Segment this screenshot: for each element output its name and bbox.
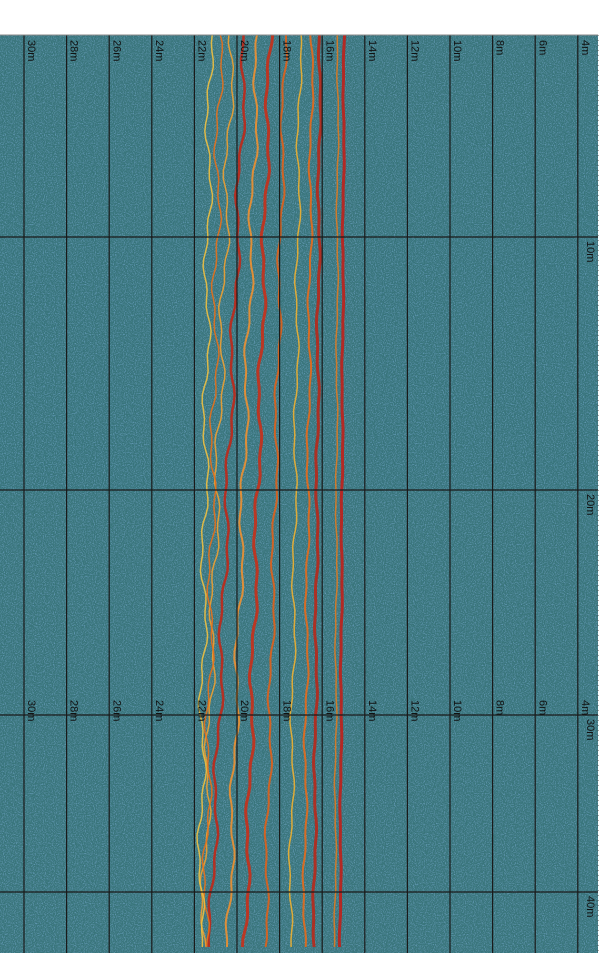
depth-label: 10m — [451, 700, 463, 721]
depth-label: 22m — [195, 40, 207, 61]
depth-label: 30m — [25, 700, 37, 721]
depth-label: 16m — [323, 700, 335, 721]
depth-label: 20m — [238, 40, 250, 61]
depth-label: 28m — [68, 40, 80, 61]
depth-label: 4m — [579, 700, 591, 715]
depth-label: 12m — [408, 40, 420, 61]
depth-label: 26m — [110, 40, 122, 61]
depth-label: 4m — [579, 40, 591, 55]
depth-label: 24m — [153, 700, 165, 721]
depth-label: 18m — [281, 700, 293, 721]
depth-label: 28m — [68, 700, 80, 721]
depth-label: 12m — [408, 700, 420, 721]
reflection — [287, 34, 303, 948]
reflection — [301, 34, 315, 948]
reflection — [337, 34, 347, 948]
depth-label: 30m — [25, 40, 37, 61]
grid: 30m 28m 26m 24m 22m 20m 18m 16m 14m 12m 10m 8m 6m 4m 3… — [0, 35, 598, 953]
depth-label: 6m — [536, 700, 548, 715]
reflection — [333, 35, 340, 948]
depth-label: 6m — [536, 40, 548, 55]
reflection — [196, 34, 215, 948]
reflection — [263, 35, 289, 948]
depth-label: 8m — [494, 700, 506, 715]
distance-label: 20m — [584, 494, 596, 515]
distance-label: 40m — [584, 896, 596, 917]
depth-label: 20m — [238, 700, 250, 721]
distance-label: 30m — [584, 719, 596, 740]
depth-label: 24m — [153, 40, 165, 61]
depth-label: 10m — [451, 40, 463, 61]
reflection — [241, 34, 275, 948]
reflection — [201, 34, 224, 948]
depth-label: 22m — [195, 700, 207, 721]
distance-label: 10m — [584, 241, 596, 262]
depth-label: 14m — [366, 40, 378, 61]
reflection — [224, 34, 259, 948]
depth-label: 16m — [323, 40, 335, 61]
depth-label: 18m — [281, 40, 293, 61]
reflection — [311, 34, 323, 948]
background — [0, 35, 598, 953]
depth-label: 26m — [110, 700, 122, 721]
depth-label: 8m — [494, 40, 506, 55]
depth-label: 14m — [366, 700, 378, 721]
